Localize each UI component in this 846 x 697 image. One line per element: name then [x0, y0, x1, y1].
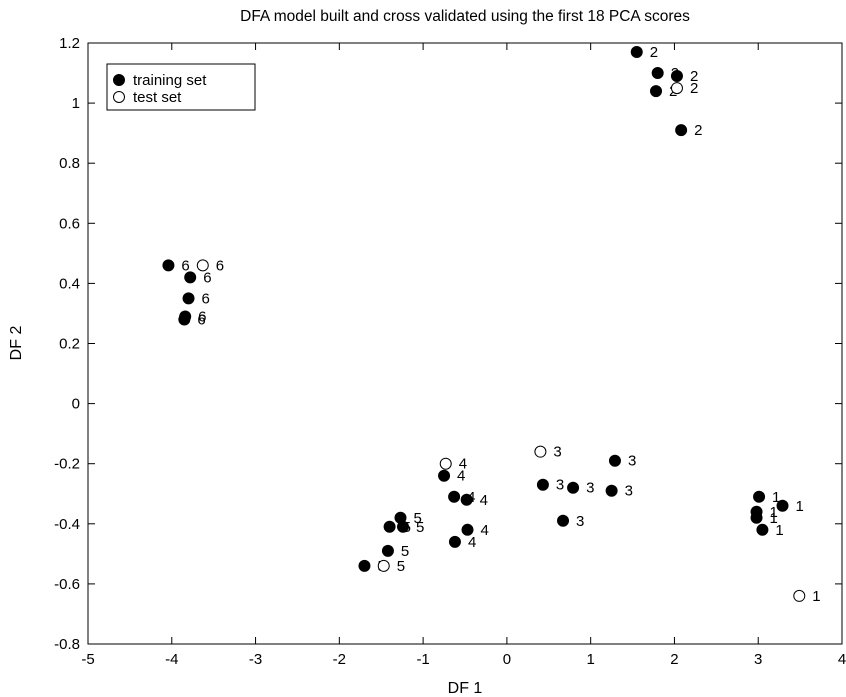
training-point	[178, 313, 191, 326]
point-class-label: 3	[576, 513, 584, 530]
point-class-label: 6	[216, 257, 224, 274]
point-class-label: 6	[203, 269, 211, 286]
training-point	[776, 499, 789, 512]
legend-label-test-set: test set	[133, 89, 182, 106]
y-tick-label: 0	[72, 396, 80, 413]
point-class-label: 5	[401, 543, 409, 560]
test-point	[670, 82, 683, 95]
point-class-label: 2	[650, 44, 658, 61]
point-class-label: 1	[812, 588, 820, 605]
training-point	[750, 511, 763, 524]
x-tick-label: -1	[416, 651, 429, 668]
training-point	[567, 481, 580, 494]
legend-box	[106, 63, 256, 111]
training-point	[650, 85, 663, 98]
point-class-label: 6	[198, 308, 206, 325]
x-tick-label: -3	[249, 651, 262, 668]
point-class-label: 3	[625, 483, 633, 500]
point-class-label: 5	[416, 519, 424, 536]
training-point	[438, 469, 451, 482]
training-point	[448, 490, 461, 503]
training-point	[184, 271, 197, 284]
point-class-label: 3	[556, 477, 564, 494]
test-point	[793, 589, 806, 602]
x-tick-label: -5	[81, 651, 94, 668]
training-point	[182, 292, 195, 305]
point-class-label: 4	[481, 522, 489, 539]
point-class-label: 4	[459, 456, 467, 473]
point-class-label: 1	[770, 504, 778, 521]
x-tick-label: 4	[838, 651, 846, 668]
training-point	[605, 484, 618, 497]
y-axis-label: DF 2	[8, 326, 25, 361]
legend-marker-test-set	[113, 91, 125, 103]
point-class-label: 6	[197, 311, 205, 328]
training-point	[651, 67, 664, 80]
x-axis-ticks: -5 -4 -3 -2 -1 0 1 2 3 4	[81, 43, 846, 668]
training-point	[753, 490, 766, 503]
point-class-label: 1	[770, 510, 778, 527]
x-tick-label: 0	[503, 651, 511, 668]
legend: training set test set	[106, 63, 256, 111]
point-class-label: 3	[553, 444, 561, 461]
point-class-label: 3	[628, 453, 636, 470]
y-tick-label: -0.8	[54, 636, 80, 653]
point-class-label: 1	[796, 498, 804, 515]
training-point	[756, 523, 769, 536]
x-tick-label: 3	[754, 651, 762, 668]
y-tick-label: -0.6	[54, 576, 80, 593]
point-class-label: 1	[772, 489, 780, 506]
plot-area-frame	[87, 42, 843, 645]
y-tick-label: 0.8	[59, 155, 80, 172]
point-class-label: 6	[202, 290, 210, 307]
point-class-label: 2	[694, 122, 702, 139]
point-class-label: 4	[457, 468, 465, 485]
y-tick-label: 0.4	[59, 275, 80, 292]
x-tick-label: -4	[165, 651, 178, 668]
x-axis-label: DF 1	[448, 680, 483, 697]
point-class-label: 6	[181, 257, 189, 274]
x-tick-label: 1	[586, 651, 594, 668]
legend-label-training-set: training set	[133, 72, 207, 89]
training-point	[461, 523, 474, 536]
training-point	[608, 454, 621, 467]
y-tick-label: 1	[72, 95, 80, 112]
training-point	[383, 520, 396, 533]
training-point	[460, 493, 473, 506]
y-tick-label: 0.6	[59, 215, 80, 232]
point-class-label: 2	[690, 68, 698, 85]
training-point	[536, 478, 549, 491]
point-class-label: 5	[413, 510, 421, 527]
training-point	[162, 259, 175, 272]
x-tick-label: -2	[333, 651, 346, 668]
legend-marker-training-set	[113, 74, 125, 86]
chart-title: DFA model built and cross validated usin…	[240, 8, 690, 25]
test-point	[534, 445, 547, 458]
training-point	[448, 535, 461, 548]
point-class-label: 4	[480, 492, 488, 509]
y-tick-label: -0.2	[54, 456, 80, 473]
test-point	[196, 259, 209, 272]
training-point	[630, 46, 643, 59]
training-point	[670, 70, 683, 83]
y-tick-label: -0.4	[54, 516, 80, 533]
training-point	[675, 124, 688, 137]
y-tick-label: 0.2	[59, 336, 80, 353]
point-class-label: 2	[690, 80, 698, 97]
point-class-label: 4	[468, 534, 476, 551]
data-points: 222226666633333444445555511111263451	[162, 44, 821, 605]
point-class-label: 1	[775, 522, 783, 539]
test-point	[377, 559, 390, 572]
point-class-label: 5	[397, 558, 405, 575]
y-tick-label: 1.2	[59, 35, 80, 52]
point-class-label: 3	[586, 480, 594, 497]
test-point	[439, 457, 452, 470]
training-point	[358, 559, 371, 572]
training-point	[397, 520, 410, 533]
training-point	[557, 514, 570, 527]
training-point	[381, 544, 394, 557]
y-axis-ticks: -0.8 -0.6 -0.4 -0.2 0 0.2 0.4 0.6 0.8 1 1.2	[54, 35, 842, 653]
x-tick-label: 2	[670, 651, 678, 668]
